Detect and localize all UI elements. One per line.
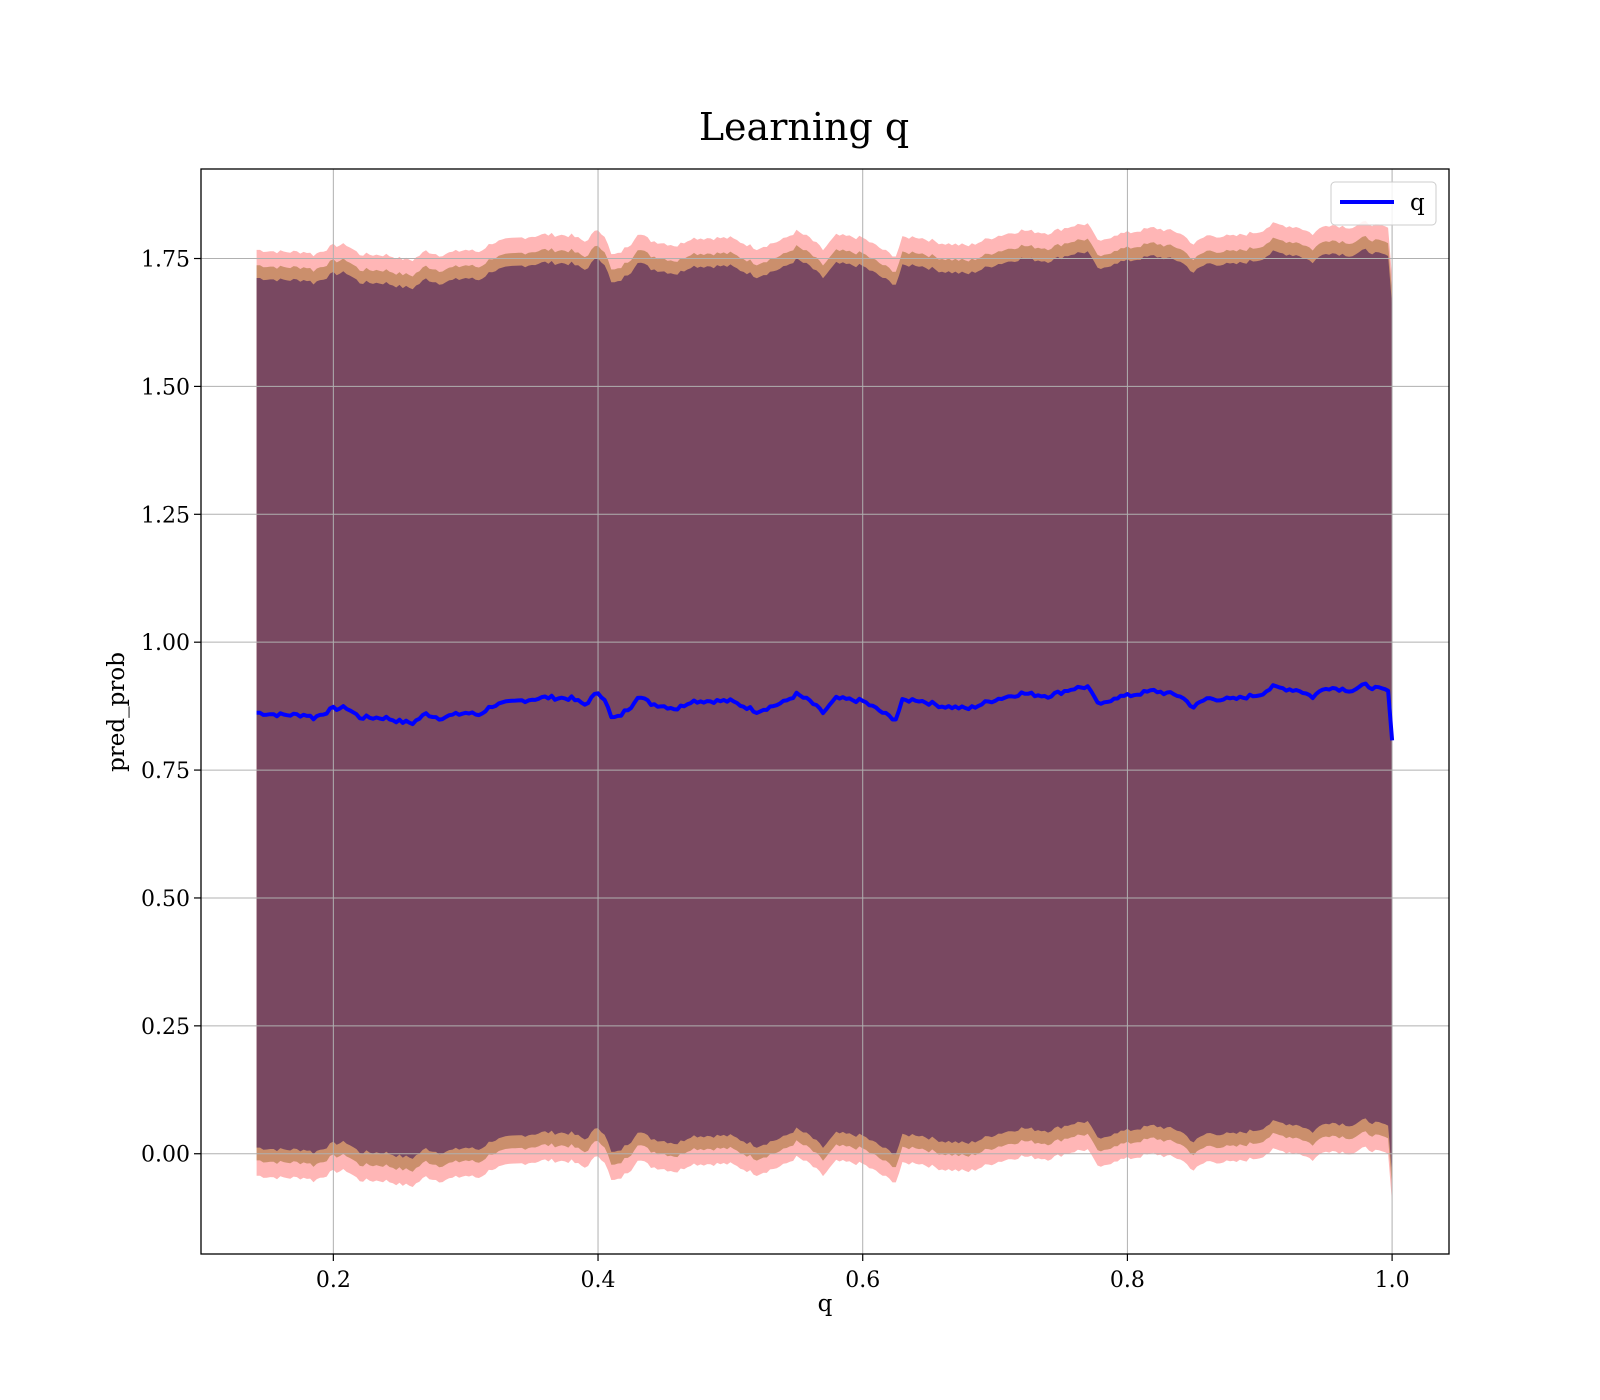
x-tick-label: 0.6	[845, 1268, 880, 1293]
x-axis-label: q	[818, 1291, 833, 1317]
y-axis-ticks: 0.00 0.25 0.50 0.75 1.00 1.25 1.50 1.75	[141, 248, 201, 1168]
series-lines	[256, 681, 1395, 741]
x-tick-label: 1.0	[1375, 1268, 1410, 1293]
confidence-bands	[256, 220, 1393, 1204]
legend: q	[1330, 181, 1437, 226]
y-tick-label: 0.75	[141, 759, 190, 784]
y-tick-label: 0.25	[141, 1015, 190, 1040]
y-tick-label: 1.25	[141, 503, 190, 528]
chart-title: Learning q	[699, 105, 909, 149]
legend-label-q: q	[1410, 190, 1425, 216]
y-tick-label: 1.75	[141, 248, 190, 273]
y-tick-label: 0.00	[141, 1143, 190, 1168]
grid-lines	[201, 169, 1449, 1254]
x-axis-ticks: 0.2 0.4 0.6 0.8 1.0	[316, 1254, 1410, 1293]
x-tick-label: 0.4	[581, 1268, 616, 1293]
x-tick-label: 0.2	[316, 1268, 351, 1293]
plot-area-frame	[200, 168, 1450, 1255]
y-tick-label: 1.00	[141, 631, 190, 656]
series-line-q	[256, 681, 1395, 741]
y-axis-label: pred_prob	[104, 652, 130, 772]
y-tick-label: 1.50	[141, 375, 190, 400]
y-tick-label: 0.50	[141, 887, 190, 912]
x-tick-label: 0.8	[1110, 1268, 1145, 1293]
